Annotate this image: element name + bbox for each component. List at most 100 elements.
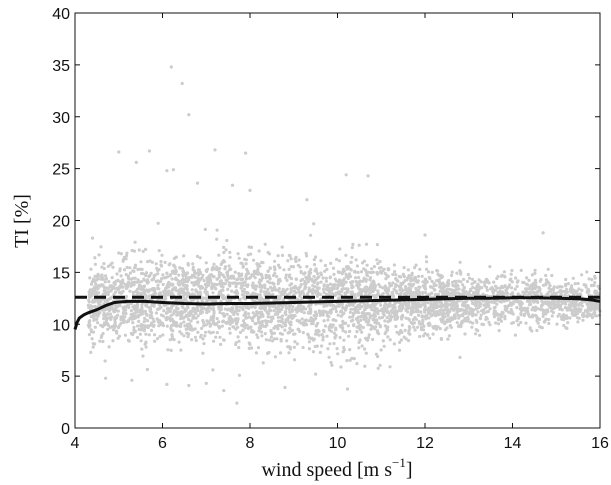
scatter-point <box>476 292 480 296</box>
scatter-point <box>299 269 303 274</box>
scatter-point <box>324 276 328 280</box>
scatter-point <box>421 280 425 284</box>
scatter-point <box>442 283 446 287</box>
scatter-point <box>119 321 123 325</box>
scatter-point <box>123 282 127 287</box>
scatter-point <box>297 258 301 262</box>
scatter-point <box>103 359 107 363</box>
scatter-point <box>244 276 248 280</box>
scatter-point <box>228 250 232 254</box>
scatter-point <box>467 294 471 298</box>
scatter-point <box>196 281 201 285</box>
scatter-point <box>351 285 355 289</box>
scatter-point <box>96 310 101 314</box>
scatter-point <box>280 317 284 321</box>
scatter-point <box>207 275 211 279</box>
scatter-point <box>222 281 226 286</box>
scatter-point <box>400 323 404 327</box>
scatter-point <box>513 333 518 337</box>
scatter-point <box>500 292 504 296</box>
scatter-point <box>408 282 412 286</box>
scatter-point <box>139 339 143 343</box>
scatter-point <box>237 272 241 276</box>
scatter-point <box>148 259 152 263</box>
scatter-point <box>349 268 353 272</box>
scatter-point <box>379 308 383 312</box>
scatter-point <box>131 293 136 297</box>
scatter-point-outlier <box>147 149 151 153</box>
scatter-point <box>241 284 245 288</box>
scatter-point <box>273 305 277 309</box>
scatter-point <box>168 338 172 342</box>
scatter-point <box>426 333 430 337</box>
scatter-point <box>428 336 432 340</box>
scatter-point <box>593 289 597 293</box>
scatter-point <box>391 294 396 298</box>
scatter-point <box>339 365 343 369</box>
scatter-point <box>201 337 205 341</box>
scatter-point <box>218 310 222 315</box>
scatter-point <box>550 288 554 292</box>
scatter-point <box>204 268 208 273</box>
scatter-point <box>149 328 154 332</box>
scatter-point <box>93 262 97 266</box>
scatter-point <box>237 256 241 260</box>
scatter-point <box>140 291 144 295</box>
scatter-point <box>241 328 245 332</box>
scatter-point <box>364 285 368 289</box>
scatter-point <box>276 254 280 258</box>
scatter-point <box>342 338 346 342</box>
scatter-point <box>320 333 324 337</box>
scatter-point <box>226 287 230 291</box>
y-axis-label: TI [%] <box>11 194 33 248</box>
scatter-point <box>448 324 452 328</box>
scatter-point <box>189 319 193 323</box>
scatter-point <box>378 363 382 367</box>
scatter-point <box>418 285 422 289</box>
scatter-point <box>194 338 198 343</box>
scatter-point <box>413 266 417 270</box>
scatter-point <box>336 270 340 274</box>
scatter-point <box>519 320 523 325</box>
scatter-point <box>307 273 311 277</box>
scatter-point <box>177 324 181 328</box>
scatter-point <box>242 323 246 327</box>
scatter-point <box>302 311 306 315</box>
scatter-point <box>309 267 313 272</box>
scatter-point <box>367 292 371 296</box>
scatter-point <box>455 271 459 275</box>
scatter-point <box>455 302 459 306</box>
scatter-point-outlier <box>117 150 121 154</box>
scatter-point <box>480 286 484 290</box>
scatter-point <box>200 306 204 310</box>
scatter-point <box>145 313 149 317</box>
scatter-point <box>342 287 346 291</box>
scatter-point <box>502 270 506 274</box>
scatter-point <box>344 330 348 334</box>
scatter-point <box>533 282 537 286</box>
scatter-point <box>503 314 507 318</box>
scatter-point <box>389 314 393 318</box>
scatter-point <box>250 346 254 350</box>
scatter-point <box>280 253 285 257</box>
scatter-point <box>234 317 238 321</box>
scatter-point <box>208 298 212 302</box>
scatter-point <box>422 308 426 312</box>
scatter-point <box>307 311 311 315</box>
scatter-point <box>100 273 104 277</box>
scatter-point <box>494 284 498 288</box>
scatter-point-outlier <box>213 148 217 152</box>
scatter-point <box>302 293 306 297</box>
scatter-point <box>268 293 272 297</box>
scatter-point <box>136 278 140 282</box>
scatter-point <box>153 339 157 343</box>
scatter-point <box>372 308 376 313</box>
scatter-point <box>341 312 345 316</box>
scatter-point <box>271 292 275 296</box>
scatter-point <box>577 307 581 311</box>
scatter-point <box>217 324 221 328</box>
scatter-point <box>90 305 95 309</box>
scatter-point <box>145 279 149 283</box>
scatter-point <box>421 322 425 326</box>
